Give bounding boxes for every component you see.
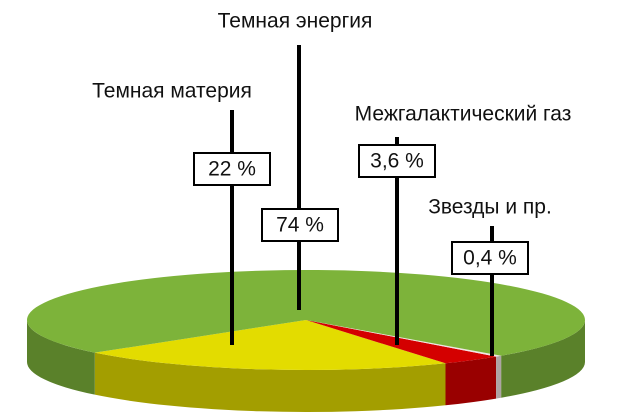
slice-side <box>496 355 502 399</box>
slice-side <box>26 320 95 395</box>
category-label: Темная материя <box>92 80 252 103</box>
category-label: Звезды и пр. <box>428 196 552 219</box>
value-box <box>193 152 271 186</box>
slice <box>306 320 497 364</box>
value-label: 74 % <box>276 214 324 237</box>
slice <box>94 320 446 370</box>
value-box <box>451 241 529 275</box>
value-label: 22 % <box>208 158 256 181</box>
slice-side <box>501 320 585 398</box>
slice-side <box>445 356 497 406</box>
category-label: Межгалактический газ <box>355 103 572 126</box>
value-label: 0,4 % <box>463 247 517 270</box>
slice <box>306 320 502 357</box>
value-box <box>358 144 436 178</box>
slice <box>27 269 586 356</box>
slice-side <box>94 352 446 412</box>
value-label: 3,6 % <box>370 150 424 173</box>
category-label: Темная энергия <box>218 10 373 33</box>
value-box <box>261 208 339 242</box>
